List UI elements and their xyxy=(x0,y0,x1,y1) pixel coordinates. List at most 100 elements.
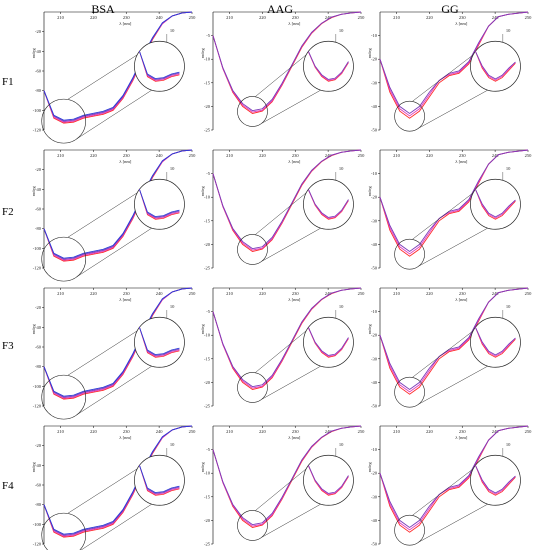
y-tick-label: -10 xyxy=(371,171,378,176)
y-tick-label: -10 xyxy=(371,309,378,314)
x-tick-label: 230 xyxy=(123,153,131,158)
row-header-f2: F2 xyxy=(2,206,14,218)
x-axis-label: λ [nm] xyxy=(119,159,132,164)
x-tick-label: 250 xyxy=(189,429,197,434)
y-tick-label: -20 xyxy=(204,518,211,523)
y-tick-label: -20 xyxy=(371,57,378,62)
zoom-connector xyxy=(418,503,489,543)
x-tick-label: 240 xyxy=(492,291,500,296)
y-tick-label: -15 xyxy=(204,218,211,223)
x-tick-label: 220 xyxy=(90,15,98,20)
y-tick-label: -120 xyxy=(33,266,42,271)
zoom-region-circle xyxy=(41,512,87,550)
x-tick-label: 210 xyxy=(57,291,65,296)
x-tick-label: 230 xyxy=(292,429,300,434)
zoom-region-circle xyxy=(394,514,425,546)
inset-series-line xyxy=(139,189,180,217)
zoom-inset-circle xyxy=(134,316,185,368)
panel-bsa-f1: 210 220 230 240 250 -20 -40 -60 -80 -100 -120 λ [nm… xyxy=(31,11,197,144)
x-tick-label: 240 xyxy=(492,15,500,20)
x-tick-label: 250 xyxy=(189,15,197,20)
y-tick-label: -25 xyxy=(204,128,211,133)
x-axis-label: λ [nm] xyxy=(455,297,468,302)
zoom-inset-circle xyxy=(134,454,185,506)
y-axis-label: mdeg xyxy=(31,186,36,197)
x-axis-label: λ [nm] xyxy=(119,21,132,26)
y-tick-label: -80 xyxy=(35,88,42,93)
inset-series-line xyxy=(475,327,516,358)
x-tick-label: 230 xyxy=(292,15,300,20)
y-tick-label: -40 xyxy=(371,242,378,247)
x-tick-label: 220 xyxy=(426,429,434,434)
zoom-region-circle xyxy=(394,238,425,270)
x-tick-label: 220 xyxy=(259,153,267,158)
x-tick-label: 210 xyxy=(57,153,65,158)
y-tick-label: -80 xyxy=(35,226,42,231)
inset-series-line xyxy=(139,465,180,493)
zoom-region-circle xyxy=(237,96,268,127)
x-tick-label: 240 xyxy=(325,15,333,20)
panel-bsa-f3: 210 220 230 240 250 -20 -40 -60 -80 -100 -120 λ [nm… xyxy=(31,287,196,420)
inset-series-line xyxy=(308,51,349,80)
y-tick-label: -15 xyxy=(204,356,211,361)
legend-label-top: 10 xyxy=(339,166,344,171)
y-tick-label: -40 xyxy=(35,463,42,468)
column-header-gg: GG xyxy=(441,2,459,16)
y-axis-label: mdeg xyxy=(31,48,36,59)
zoom-inset-circle xyxy=(470,454,521,506)
inset-series-line xyxy=(475,51,516,80)
legend-label-top: 10 xyxy=(506,304,511,309)
x-tick-label: 220 xyxy=(259,15,267,20)
y-tick-label: -20 xyxy=(35,443,42,448)
x-axis-label: λ [nm] xyxy=(455,159,468,164)
zoom-region-circle xyxy=(41,374,87,420)
y-tick-label: -40 xyxy=(35,325,42,330)
x-tick-label: 210 xyxy=(57,429,65,434)
inset-series-line xyxy=(475,51,516,81)
y-tick-label: -120 xyxy=(33,128,42,133)
x-axis-label: λ [nm] xyxy=(288,435,301,440)
y-tick-label: -10 xyxy=(204,57,211,62)
x-tick-label: 220 xyxy=(90,153,98,158)
panel-aag-f1: 210 220 230 240 250 -5 -10 -15 -20 -25 λ [nm] mdeg 1… xyxy=(200,11,365,133)
zoom-connector xyxy=(76,227,153,277)
zoom-region-circle xyxy=(394,100,425,132)
y-tick-label: -40 xyxy=(371,518,378,523)
zoom-inset-circle xyxy=(303,316,354,368)
zoom-connector xyxy=(261,89,322,124)
y-axis-label: mdeg xyxy=(367,324,372,335)
zoom-connector xyxy=(418,89,489,129)
x-axis-label: λ [nm] xyxy=(288,297,301,302)
zoom-region-circle xyxy=(237,510,268,541)
x-tick-label: 220 xyxy=(259,291,267,296)
x-tick-label: 250 xyxy=(525,153,533,158)
inset-series-line xyxy=(475,189,516,218)
x-tick-label: 230 xyxy=(459,429,467,434)
y-tick-label: -15 xyxy=(204,494,211,499)
zoom-inset-circle xyxy=(470,40,521,92)
inset-series-line xyxy=(475,327,516,356)
x-tick-label: 230 xyxy=(459,291,467,296)
y-tick-label: -20 xyxy=(35,167,42,172)
zoom-inset-circle xyxy=(303,40,354,92)
zoom-connector xyxy=(67,192,138,238)
x-tick-label: 220 xyxy=(426,153,434,158)
x-axis-label: λ [nm] xyxy=(288,159,301,164)
y-axis-label: mdeg xyxy=(367,186,372,197)
x-tick-label: 230 xyxy=(459,153,467,158)
series-line xyxy=(43,149,193,259)
x-tick-label: 250 xyxy=(189,153,197,158)
x-tick-label: 230 xyxy=(459,15,467,20)
inset-series-line xyxy=(139,327,180,355)
x-tick-label: 230 xyxy=(292,153,300,158)
x-tick-label: 250 xyxy=(525,291,533,296)
inset-series-line xyxy=(475,465,516,495)
x-tick-label: 230 xyxy=(123,291,131,296)
y-tick-label: -30 xyxy=(371,218,378,223)
y-axis-label: mdeg xyxy=(31,324,36,335)
y-axis-label: mdeg xyxy=(200,186,205,197)
inset-series-line xyxy=(475,189,516,219)
series-line xyxy=(212,425,362,526)
x-tick-label: 220 xyxy=(90,291,98,296)
y-tick-label: -20 xyxy=(371,471,378,476)
